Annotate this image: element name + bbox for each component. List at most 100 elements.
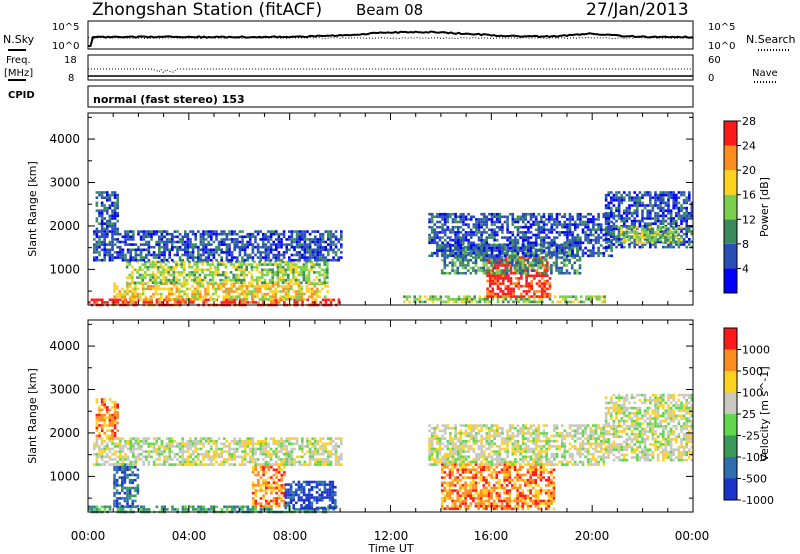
data-cell <box>93 256 96 259</box>
data-cell <box>300 281 303 285</box>
data-cell <box>516 249 520 252</box>
data-cell <box>564 300 567 304</box>
data-cell <box>506 220 509 224</box>
data-cell <box>494 264 497 267</box>
data-cell <box>576 225 580 229</box>
data-cell <box>238 301 242 304</box>
data-cell <box>604 235 608 238</box>
data-cell <box>667 199 670 202</box>
data-cell <box>685 240 688 244</box>
data-cell <box>573 245 577 249</box>
data-cell <box>509 279 513 283</box>
data-cell <box>462 218 465 221</box>
data-cell <box>482 228 486 232</box>
data-cell <box>126 458 130 461</box>
data-cell <box>508 212 512 216</box>
data-cell <box>289 268 293 272</box>
data-cell <box>565 264 569 267</box>
data-cell <box>262 471 265 474</box>
data-cell <box>521 241 525 245</box>
data-cell <box>319 253 322 257</box>
data-cell <box>119 508 122 511</box>
data-cell <box>248 281 251 285</box>
data-cell <box>275 245 278 249</box>
data-cell <box>277 245 281 249</box>
data-cell <box>443 231 447 234</box>
data-cell <box>472 251 476 255</box>
data-cell <box>592 251 595 255</box>
data-cell <box>147 450 151 453</box>
data-cell <box>95 256 99 259</box>
data-cell <box>131 478 134 482</box>
data-cell <box>459 261 462 265</box>
data-cell <box>290 232 294 236</box>
data-cell <box>646 233 649 237</box>
data-cell <box>280 476 284 479</box>
data-cell <box>646 222 649 225</box>
data-cell <box>191 295 194 298</box>
data-cell <box>266 271 269 274</box>
data-cell <box>334 243 338 246</box>
data-cell <box>225 243 229 246</box>
data-cell <box>610 238 613 242</box>
data-cell <box>585 295 588 298</box>
data-cell <box>433 223 437 226</box>
data-cell <box>507 279 510 283</box>
data-cell <box>499 277 502 280</box>
data-cell <box>310 295 314 298</box>
data-cell <box>685 209 688 212</box>
data-cell <box>196 281 199 285</box>
data-cell <box>207 258 210 262</box>
data-cell <box>310 480 314 484</box>
data-cell <box>220 251 223 254</box>
data-cell <box>527 295 531 298</box>
data-cell <box>428 212 431 216</box>
data-cell <box>103 258 106 262</box>
data-cell <box>599 228 603 232</box>
data-cell <box>121 504 124 508</box>
data-cell <box>180 273 183 277</box>
data-cell <box>129 447 132 451</box>
data-cell <box>166 301 169 304</box>
data-cell <box>495 212 499 216</box>
data-cell <box>446 244 450 247</box>
data-cell <box>241 256 244 259</box>
data-cell <box>124 240 127 244</box>
data-cell <box>459 271 462 275</box>
data-cell <box>214 287 218 291</box>
data-cell <box>337 258 340 262</box>
data-cell <box>513 266 517 270</box>
data-cell <box>662 212 665 215</box>
data-cell <box>253 265 256 269</box>
data-cell <box>142 463 145 466</box>
data-cell <box>545 254 548 258</box>
data-cell <box>529 212 533 216</box>
data-cell <box>106 452 109 456</box>
data-cell <box>495 225 499 229</box>
data-cell <box>573 254 577 258</box>
data-cell <box>586 223 590 226</box>
data-cell <box>292 496 295 499</box>
data-cell <box>106 460 109 464</box>
data-cell <box>134 243 138 246</box>
data-cell <box>638 233 641 237</box>
data-cell <box>201 285 205 288</box>
data-cell <box>151 278 155 282</box>
data-cell <box>500 253 504 257</box>
data-cell <box>324 301 328 304</box>
data-cell <box>225 245 229 249</box>
data-cell <box>315 276 319 279</box>
data-cell <box>501 292 505 296</box>
data-cell <box>581 231 585 234</box>
data-cell <box>223 240 226 244</box>
data-cell <box>669 240 673 244</box>
data-cell <box>203 276 207 279</box>
data-cell <box>183 260 186 264</box>
data-cell <box>224 273 228 277</box>
data-cell <box>301 248 304 252</box>
data-cell <box>636 209 639 212</box>
data-cell <box>113 206 117 210</box>
data-cell <box>566 225 569 229</box>
data-cell <box>331 485 334 489</box>
data-cell <box>521 220 525 224</box>
